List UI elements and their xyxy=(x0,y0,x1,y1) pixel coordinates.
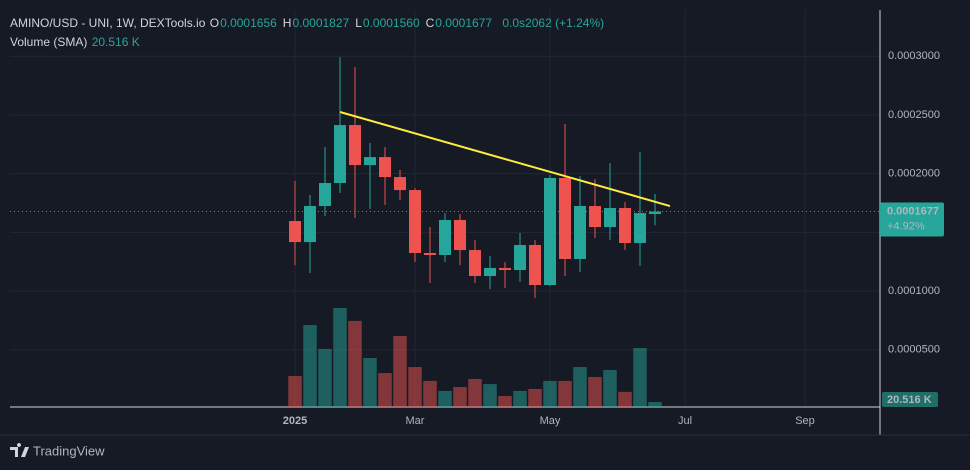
legend-row: AMINO/USD - UNI, 1W, DEXTools.io O0.0001… xyxy=(10,16,605,35)
candle-body xyxy=(589,206,601,228)
volume-bar xyxy=(363,357,377,407)
ohlc-key: C xyxy=(425,16,435,30)
price-badge-change: +4.92% xyxy=(887,220,925,232)
candle-body xyxy=(649,211,661,215)
y-tick-label: 0.0002000 xyxy=(888,168,940,180)
candle-body xyxy=(574,206,586,259)
y-tick-label: 0.0002500 xyxy=(888,109,940,121)
volume-value: 20.516 K xyxy=(91,35,140,49)
candle-body xyxy=(499,268,511,271)
x-tick-label: May xyxy=(540,415,561,427)
volume-bar xyxy=(528,388,542,407)
candle-body xyxy=(544,177,556,286)
candle-body xyxy=(394,177,406,191)
volume-bar xyxy=(603,369,617,407)
candle-body xyxy=(364,157,376,166)
brand-name: TradingView xyxy=(33,443,105,458)
candle-body xyxy=(529,245,541,286)
volume-bar xyxy=(648,401,662,407)
ohlc-value: 0.0001656 xyxy=(220,16,277,30)
candle-body xyxy=(319,183,331,207)
ohlc-value: 0.0001677 xyxy=(435,16,493,30)
ohlc-key: H xyxy=(282,16,292,30)
candle-body xyxy=(634,213,646,244)
trendline xyxy=(339,111,671,207)
ohlc: O0.0001656 H0.0001827 L0.0001560 C0.0001677 xyxy=(210,16,498,30)
volume-badge xyxy=(882,392,938,407)
candle-body xyxy=(604,208,616,228)
volume-row: Volume (SMA) 20.516 K xyxy=(10,35,605,54)
volume-bar xyxy=(423,380,437,407)
candle-body xyxy=(304,206,316,243)
volume-bar xyxy=(303,325,317,407)
candle-body xyxy=(454,220,466,251)
candle-body xyxy=(409,190,421,253)
volume-bar xyxy=(633,347,647,407)
legend: AMINO/USD - UNI, 1W, DEXTools.io O0.0001… xyxy=(10,16,605,54)
volume-bar xyxy=(408,367,422,407)
ohlc-value: 0.0001560 xyxy=(362,16,420,30)
volume-bar xyxy=(393,336,407,407)
volume-bar xyxy=(333,308,347,407)
volume-bar xyxy=(438,390,452,407)
y-tick-label: 0.0000500 xyxy=(888,344,940,356)
x-tick-label: Sep xyxy=(795,415,815,427)
candle-body xyxy=(424,252,436,255)
volume-bar xyxy=(573,367,587,407)
volume-bar xyxy=(453,387,467,407)
volume-bar xyxy=(513,390,527,407)
candle-body xyxy=(469,250,481,276)
y-tick-label: 0.0003000 xyxy=(888,50,940,62)
volume-bar xyxy=(498,396,512,407)
volume-badge-value: 20.516 K xyxy=(887,394,932,406)
volume-bar xyxy=(468,378,482,407)
x-tick-label: Mar xyxy=(406,415,425,427)
x-tick-label: 2025 xyxy=(283,415,307,427)
price-badge-value: 0.0001677 xyxy=(887,205,939,217)
symbol-title: AMINO/USD - UNI, 1W, DEXTools.io xyxy=(10,16,206,30)
candle-body xyxy=(289,221,301,243)
candle-body xyxy=(349,125,361,166)
candle-body xyxy=(514,245,526,271)
volume-bar xyxy=(378,373,392,407)
volume-bar xyxy=(543,380,557,407)
volume-bar xyxy=(618,391,632,407)
volume-bar xyxy=(558,380,572,407)
candle-body xyxy=(334,125,346,184)
volume-bar xyxy=(483,384,497,407)
y-tick-label: 0.0001000 xyxy=(888,285,940,297)
volume-title: Volume (SMA) xyxy=(10,35,88,49)
candle-body xyxy=(379,157,391,178)
brand-icon xyxy=(10,443,29,457)
volume-bar xyxy=(588,377,602,407)
candle-body xyxy=(619,208,631,244)
volume-bar xyxy=(288,376,302,407)
candle-body xyxy=(559,177,571,259)
candle-body xyxy=(484,268,496,276)
price-badge xyxy=(880,202,944,237)
ohlc-key: O xyxy=(209,16,220,30)
candle-body xyxy=(439,220,451,255)
volume-bar xyxy=(318,348,332,407)
ohlc-key: L xyxy=(355,16,362,30)
change: 0.0s2062 (+1.24%) xyxy=(502,16,605,30)
ohlc-value: 0.0001827 xyxy=(292,16,350,30)
volume-bar xyxy=(348,320,362,407)
x-tick-label: Jul xyxy=(678,415,692,427)
